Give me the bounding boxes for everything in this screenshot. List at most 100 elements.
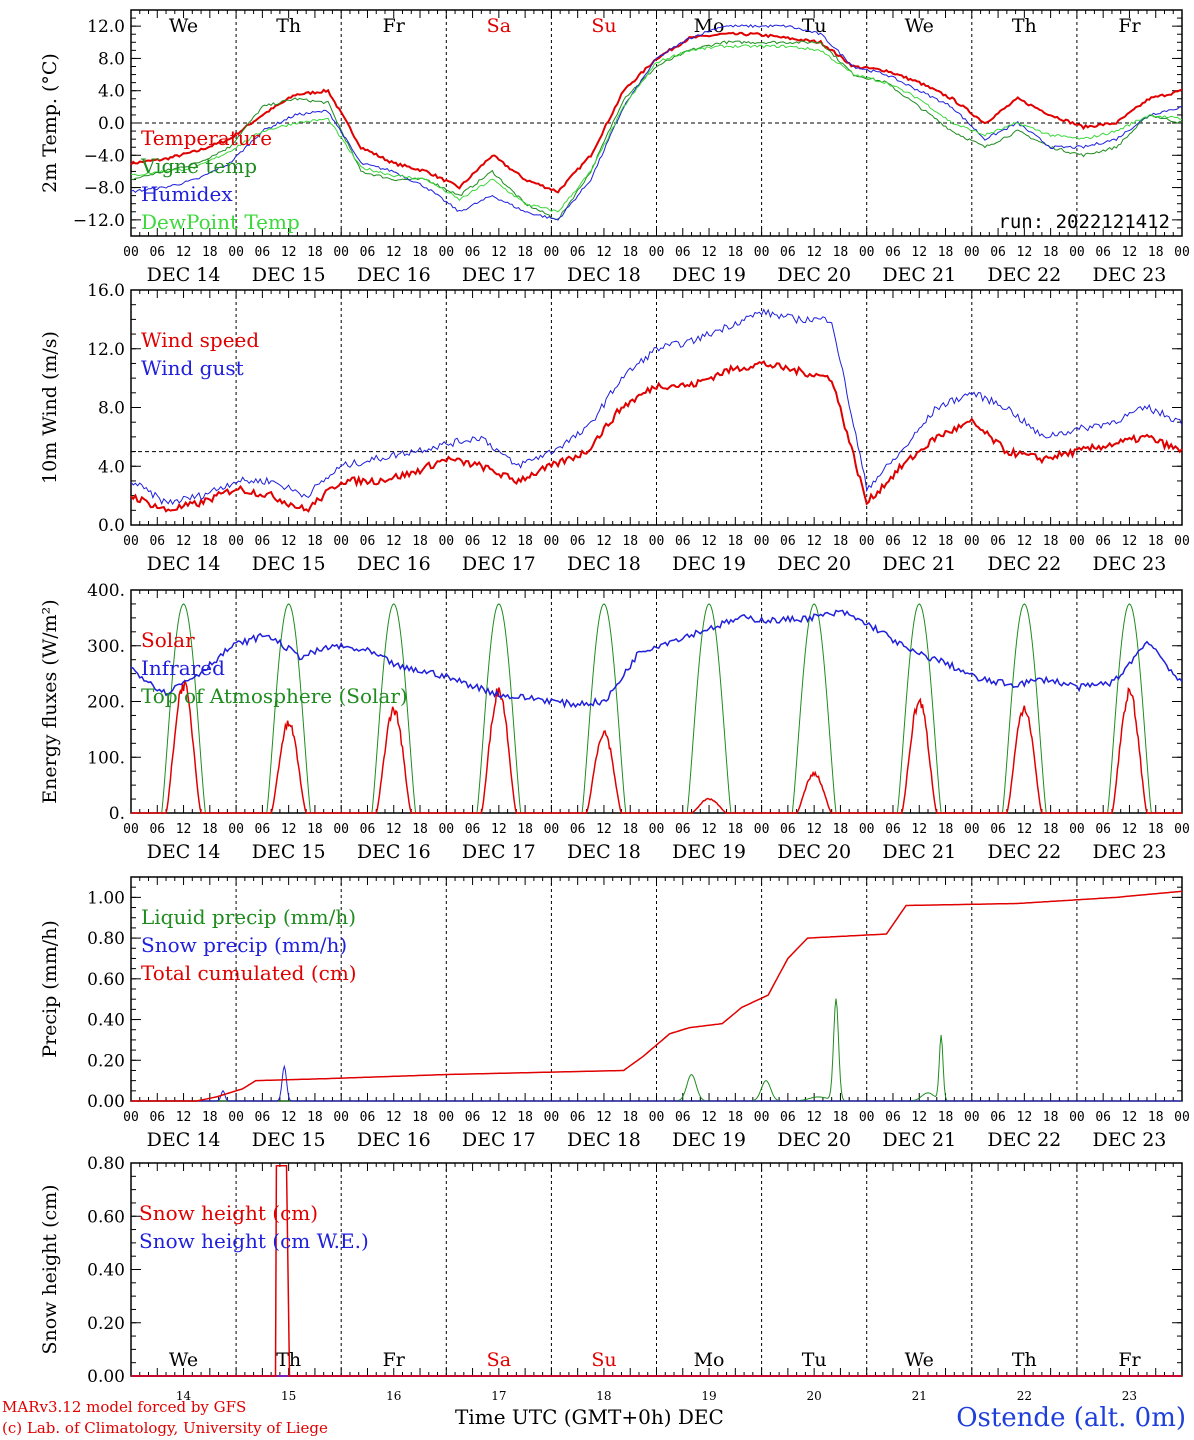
hour-tick-label: 18 bbox=[622, 1110, 638, 1125]
hour-tick-label: 06 bbox=[675, 1110, 691, 1125]
hour-tick-label: 06 bbox=[149, 534, 165, 549]
series-line-0 bbox=[130, 31, 1183, 194]
hour-tick-label: 00 bbox=[754, 822, 770, 837]
date-label: DEC 18 bbox=[567, 1129, 641, 1151]
series-line-solar bbox=[131, 679, 1182, 814]
series-line-snow-height bbox=[131, 1164, 1182, 1377]
hour-tick-label: 12 bbox=[281, 534, 297, 549]
day-name-label: Fr bbox=[383, 1349, 406, 1371]
hour-tick-label: 00 bbox=[964, 534, 980, 549]
hour-tick-label: 00 bbox=[1174, 534, 1190, 549]
hour-tick-label: 18 bbox=[202, 245, 218, 260]
hour-tick-label: 12 bbox=[806, 534, 822, 549]
y-tick-label: −12.0 bbox=[73, 211, 125, 231]
day-name-label: Tu bbox=[802, 1349, 827, 1371]
hour-tick-label: 06 bbox=[255, 245, 271, 260]
station-label: Ostende (alt. 0m) bbox=[956, 1403, 1186, 1433]
series-line-liquid bbox=[131, 998, 1182, 1102]
day-number-label: 17 bbox=[491, 1389, 506, 1403]
y-tick-label: 0.00 bbox=[87, 1367, 125, 1387]
y-tick-label: 400. bbox=[87, 581, 125, 601]
date-label: DEC 23 bbox=[1093, 841, 1167, 863]
day-number-label: 22 bbox=[1017, 1389, 1032, 1403]
hour-tick-label: 00 bbox=[123, 822, 139, 837]
hour-tick-label: 12 bbox=[1122, 534, 1138, 549]
hour-tick-label: 12 bbox=[176, 822, 192, 837]
hour-tick-label: 12 bbox=[596, 822, 612, 837]
hour-tick-label: 18 bbox=[1043, 822, 1059, 837]
hour-tick-label: 06 bbox=[360, 822, 376, 837]
date-label: DEC 15 bbox=[252, 841, 326, 863]
hour-tick-label: 06 bbox=[885, 534, 901, 549]
hour-tick-label: 06 bbox=[570, 245, 586, 260]
day-name-label: Fr bbox=[383, 15, 406, 37]
hour-tick-label: 00 bbox=[333, 822, 349, 837]
hour-tick-label: 18 bbox=[307, 534, 323, 549]
hour-tick-label: 00 bbox=[544, 1110, 560, 1125]
date-label: DEC 23 bbox=[1093, 1129, 1167, 1151]
legend-entry: Wind speed bbox=[141, 328, 259, 352]
hour-tick-label: 06 bbox=[885, 1110, 901, 1125]
y-axis-title: 10m Wind (m/s) bbox=[39, 331, 61, 484]
hour-tick-label: 06 bbox=[255, 822, 271, 837]
hour-tick-label: 06 bbox=[570, 822, 586, 837]
hour-tick-label: 18 bbox=[202, 1110, 218, 1125]
hour-tick-label: 18 bbox=[727, 1110, 743, 1125]
hour-tick-label: 18 bbox=[1043, 1110, 1059, 1125]
y-tick-label: 0.0 bbox=[98, 516, 125, 536]
hour-tick-label: 12 bbox=[491, 1110, 507, 1125]
hour-tick-label: 18 bbox=[307, 245, 323, 260]
hour-tick-label: 18 bbox=[1148, 245, 1164, 260]
hour-tick-label: 12 bbox=[386, 822, 402, 837]
legend-entry: Humidex bbox=[141, 182, 233, 206]
hour-tick-label: 06 bbox=[360, 534, 376, 549]
y-tick-label: 0.20 bbox=[87, 1314, 125, 1334]
hour-tick-label: 00 bbox=[649, 245, 665, 260]
hour-tick-label: 06 bbox=[780, 534, 796, 549]
hour-tick-label: 06 bbox=[885, 822, 901, 837]
date-label: DEC 20 bbox=[777, 553, 851, 575]
hour-tick-label: 12 bbox=[701, 245, 717, 260]
hour-tick-label: 06 bbox=[780, 245, 796, 260]
date-label: DEC 16 bbox=[357, 1129, 431, 1151]
day-name-label: Su bbox=[591, 1349, 616, 1371]
legend-entry: Vigne temp bbox=[140, 154, 257, 178]
hour-tick-label: 06 bbox=[990, 822, 1006, 837]
hour-tick-label: 06 bbox=[990, 534, 1006, 549]
hour-tick-label: 12 bbox=[176, 534, 192, 549]
hour-tick-label: 18 bbox=[727, 822, 743, 837]
date-label: DEC 22 bbox=[987, 264, 1061, 286]
hour-tick-label: 00 bbox=[859, 534, 875, 549]
date-label: DEC 19 bbox=[672, 264, 746, 286]
date-label: DEC 17 bbox=[462, 264, 536, 286]
date-label: DEC 17 bbox=[462, 1129, 536, 1151]
hour-tick-label: 18 bbox=[727, 245, 743, 260]
date-label: DEC 16 bbox=[357, 264, 431, 286]
legend-entry: Snow precip (mm/h) bbox=[141, 933, 347, 957]
y-axis-title: Energy fluxes (W/m²) bbox=[39, 599, 61, 803]
panel-snow: 0.80 0.60 0.40 0.20 0.00 Snow height (cm) We Th… bbox=[39, 1154, 1183, 1403]
date-label: DEC 14 bbox=[147, 264, 221, 286]
hour-tick-label: 12 bbox=[386, 245, 402, 260]
day-name-label: Th bbox=[1012, 15, 1037, 37]
hour-tick-label: 12 bbox=[596, 534, 612, 549]
hour-tick-label: 00 bbox=[754, 1110, 770, 1125]
hour-tick-label: 18 bbox=[517, 822, 533, 837]
hour-tick-label: 18 bbox=[622, 534, 638, 549]
hour-tick-label: 00 bbox=[859, 822, 875, 837]
date-label: DEC 22 bbox=[987, 1129, 1061, 1151]
hour-tick-label: 12 bbox=[1017, 245, 1033, 260]
date-label: DEC 21 bbox=[882, 841, 956, 863]
hour-tick-label: 18 bbox=[517, 534, 533, 549]
hour-tick-label: 18 bbox=[307, 822, 323, 837]
hour-tick-label: 12 bbox=[596, 1110, 612, 1125]
hour-tick-label: 00 bbox=[333, 1110, 349, 1125]
credit-line-1: MARv3.12 model forced by GFS bbox=[2, 1398, 247, 1416]
day-name-label: Th bbox=[276, 15, 301, 37]
date-label: DEC 18 bbox=[567, 841, 641, 863]
hour-tick-label: 12 bbox=[701, 534, 717, 549]
y-tick-label: 4.0 bbox=[98, 457, 125, 477]
day-name-label: Mo bbox=[694, 1349, 725, 1371]
date-label: DEC 18 bbox=[567, 553, 641, 575]
